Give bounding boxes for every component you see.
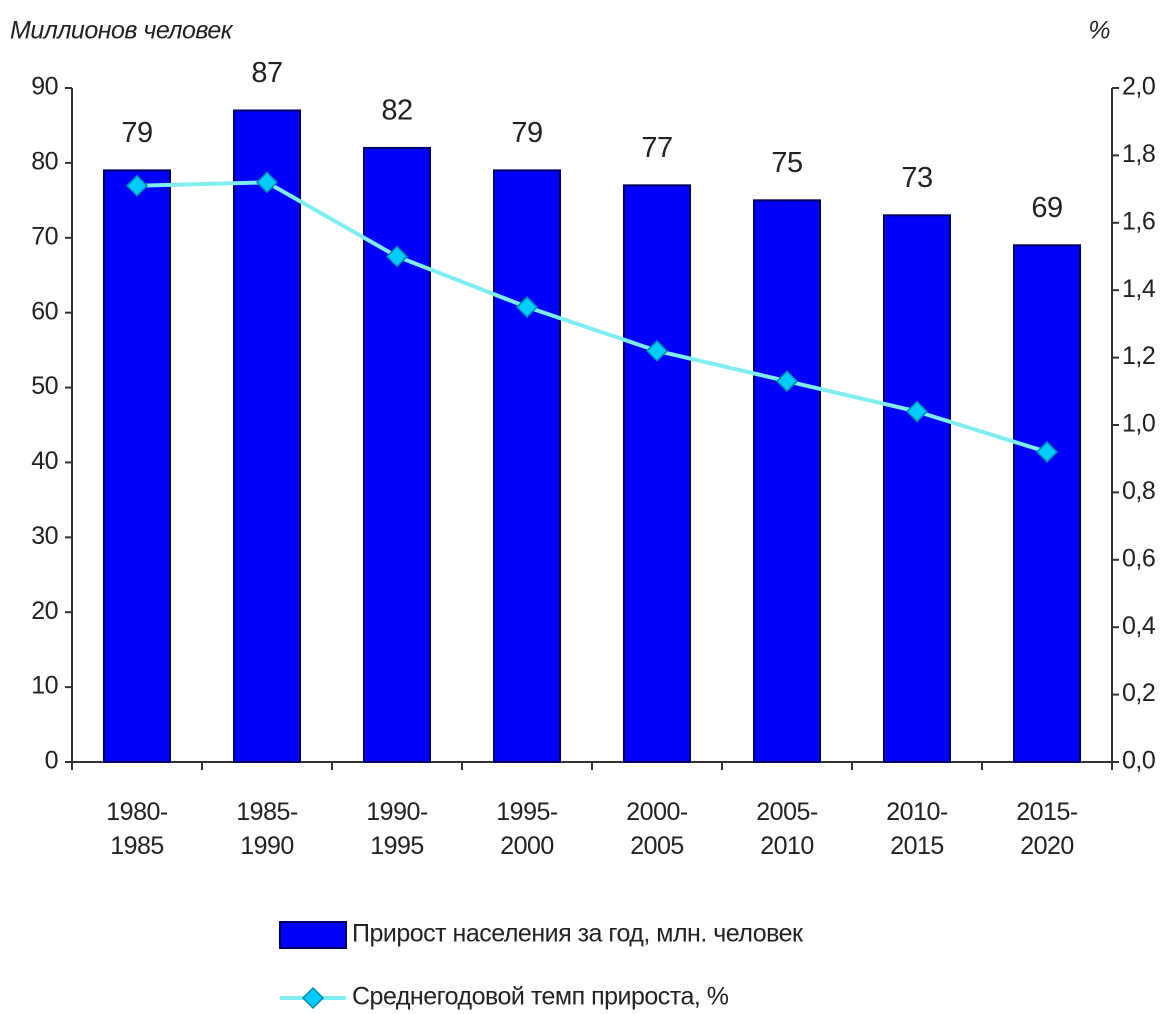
y2-tick-label: 0,0 — [1122, 747, 1155, 775]
y-tick-label: 60 — [31, 297, 58, 325]
legend-label: Среднегодовой темп прироста, % — [352, 983, 729, 1011]
line — [136, 180, 1048, 454]
y2-tick-label: 2,0 — [1122, 73, 1155, 101]
x-tick-label: 1995- 2000 — [496, 798, 558, 860]
y-tick-label: 10 — [31, 672, 58, 700]
data-label: 87 — [251, 57, 282, 89]
y2-tick-label: 1,8 — [1122, 140, 1155, 168]
y-tick-label: 70 — [31, 222, 58, 250]
marker — [905, 400, 929, 423]
bar — [1013, 244, 1081, 763]
y-axis-title: Миллионов человек — [10, 17, 234, 45]
y2-tick-label: 1,0 — [1122, 410, 1155, 438]
x-tick-label: 2010- 2015 — [886, 798, 948, 860]
data-label: 69 — [1031, 192, 1062, 224]
y2-axis-title: % — [1088, 17, 1110, 45]
data-label: 75 — [771, 147, 802, 179]
marker — [385, 245, 409, 268]
marker — [645, 339, 669, 362]
data-label: 77 — [641, 132, 672, 164]
y-tick-label: 20 — [31, 597, 58, 625]
marker — [515, 295, 539, 319]
y2-tick-label: 0,2 — [1122, 679, 1155, 707]
y2-tick-label: 1,6 — [1122, 207, 1155, 235]
x-tick-label: 1985- 1990 — [236, 798, 298, 860]
y2-tick-label: 1,2 — [1122, 342, 1155, 370]
marker — [775, 370, 799, 393]
y-tick-label: 90 — [31, 73, 58, 101]
legend-label: Прирост населения за год, млн. человек — [352, 920, 804, 948]
y2-tick-label: 0,6 — [1122, 544, 1155, 572]
bar — [363, 146, 431, 763]
data-label: 73 — [901, 162, 932, 194]
bar — [233, 109, 301, 763]
bar — [753, 199, 821, 764]
y-tick-label: 0 — [45, 747, 58, 775]
y-tick-label: 30 — [31, 522, 58, 550]
data-label: 79 — [511, 117, 542, 149]
data-label: 79 — [121, 117, 152, 149]
bar — [103, 169, 171, 763]
bar — [493, 169, 561, 763]
bar — [623, 184, 691, 764]
x-tick-label: 2005- 2010 — [756, 798, 818, 860]
y2-tick-label: 1,4 — [1122, 275, 1156, 303]
marker — [255, 171, 279, 194]
legend-swatch — [279, 921, 347, 949]
x-tick-label: 2000- 2005 — [626, 798, 688, 860]
x-tick-label: 1980- 1985 — [106, 798, 168, 860]
y2-tick-label: 0,4 — [1122, 612, 1156, 640]
x-tick-label: 2015- 2020 — [1016, 798, 1078, 860]
x-tick-label: 1990- 1995 — [366, 798, 428, 860]
bar — [883, 214, 951, 764]
marker — [125, 174, 149, 197]
y-tick-label: 50 — [31, 372, 58, 400]
y-tick-label: 80 — [31, 147, 58, 175]
marker — [1035, 440, 1059, 464]
legend-marker — [301, 986, 325, 1010]
data-label: 82 — [381, 95, 412, 127]
y2-tick-label: 0,8 — [1122, 477, 1155, 505]
y-tick-label: 40 — [31, 447, 58, 475]
